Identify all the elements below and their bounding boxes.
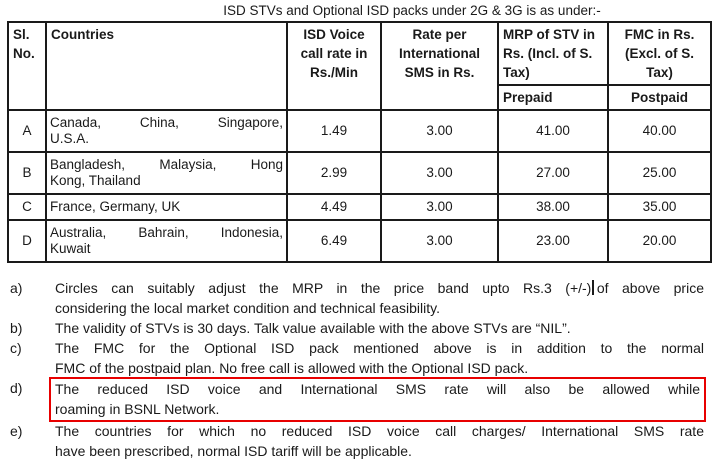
note-line: All other terms and conditions will rema… xyxy=(55,461,704,465)
country-line: France, Germany, UK xyxy=(50,199,181,214)
note-item-c: c) The FMC for the Optional ISD pack men… xyxy=(10,338,704,378)
country-line: Kong, Thailand xyxy=(50,173,141,188)
note-line: The reduced ISD voice and International … xyxy=(55,381,700,397)
cell-sms-rate: 3.00 xyxy=(380,193,499,221)
table-header-row: Sl. No. Countries ISD Voice call rate in… xyxy=(7,21,712,111)
note-text: The FMC for the Optional ISD pack mentio… xyxy=(55,338,704,378)
col-header-mrp: MRP of STV in Rs. (Incl. of S. Tax) xyxy=(497,21,609,86)
cell-mrp-prepaid: 27.00 xyxy=(497,151,609,195)
note-line: have been prescribed, normal ISD tariff … xyxy=(55,443,412,459)
cell-fmc-postpaid: 35.00 xyxy=(607,193,712,221)
note-label: b) xyxy=(10,320,23,336)
col-header-sl-no: Sl. No. xyxy=(7,21,47,111)
cell-fmc-postpaid: 25.00 xyxy=(607,151,712,195)
table-row-c: C France, Germany, UK 4.49 3.00 38.00 35… xyxy=(7,193,712,221)
note-line-segment: Circles can suitably adjust the MRP in t… xyxy=(55,280,592,296)
country-line: Kuwait xyxy=(50,241,91,256)
note-line: FMC of the postpaid plan. No free call i… xyxy=(55,360,529,376)
col-header-fmc: FMC in Rs. (Excl. of S. Tax) xyxy=(607,21,712,86)
note-line: The FMC for the Optional ISD pack mentio… xyxy=(55,340,704,356)
cell-sl-no: B xyxy=(7,151,47,195)
cell-sms-rate: 3.00 xyxy=(380,109,499,153)
text-cursor xyxy=(592,280,594,295)
note-item-e: e) The countries for which no reduced IS… xyxy=(10,421,704,461)
table-subheader-row: Prepaid Postpaid xyxy=(8,84,712,111)
document-title: ISD STVs and Optional ISD packs under 2G… xyxy=(223,3,601,18)
country-line: Canada, China, Singapore, xyxy=(50,115,283,130)
note-line: The countries for which no reduced ISD v… xyxy=(55,423,704,439)
cell-countries: Australia, Bahrain, Indonesia, Kuwait xyxy=(45,219,288,263)
note-label: c) xyxy=(10,340,22,356)
cell-fmc-postpaid: 40.00 xyxy=(607,109,712,153)
cell-mrp-prepaid: 23.00 xyxy=(497,219,609,263)
table-row-a: A Canada, China, Singapore, U.S.A. 1.49 … xyxy=(7,109,712,153)
col-header-voice-rate: ISD Voice call rate in Rs./Min xyxy=(286,21,382,111)
cell-voice-rate: 6.49 xyxy=(286,219,382,263)
col-header-sms-rate: Rate per International SMS in Rs. xyxy=(380,21,499,111)
note-line: The validity of STVs is 30 days. Talk va… xyxy=(55,320,571,336)
cell-countries: Canada, China, Singapore, U.S.A. xyxy=(45,109,288,153)
note-item-f: f) All other terms and conditions will r… xyxy=(10,461,704,465)
table-row-d: D Australia, Bahrain, Indonesia, Kuwait … xyxy=(7,219,712,263)
cell-fmc-postpaid: 20.00 xyxy=(607,219,712,263)
note-text: The validity of STVs is 30 days. Talk va… xyxy=(55,318,704,338)
note-label: e) xyxy=(10,423,23,439)
note-text: All other terms and conditions will rema… xyxy=(55,461,704,465)
country-line: U.S.A. xyxy=(50,131,90,146)
note-line-segment: of above price xyxy=(596,280,704,296)
cell-voice-rate: 1.49 xyxy=(286,109,382,153)
note-line: roaming in BSNL Network. xyxy=(55,401,220,417)
note-label: f) xyxy=(10,461,55,465)
cell-sms-rate: 3.00 xyxy=(380,151,499,195)
cell-sl-no: D xyxy=(7,219,47,263)
country-line: Australia, Bahrain, Indonesia, xyxy=(50,225,283,240)
country-line: Bangladesh, Malaysia, Hong xyxy=(50,157,283,172)
cell-sl-no: A xyxy=(7,109,47,153)
cell-sms-rate: 3.00 xyxy=(380,219,499,263)
cell-voice-rate: 2.99 xyxy=(286,151,382,195)
note-text: The countries for which no reduced ISD v… xyxy=(55,421,704,461)
cell-mrp-prepaid: 38.00 xyxy=(497,193,609,221)
cell-sl-no: C xyxy=(7,193,47,221)
col-subheader-postpaid: Postpaid xyxy=(607,84,712,111)
note-item-d: d) The reduced ISD voice and Internation… xyxy=(10,377,706,422)
col-header-countries: Countries xyxy=(45,21,288,111)
note-label: a) xyxy=(10,280,23,296)
table-row-b: B Bangladesh, Malaysia, Hong Kong, Thail… xyxy=(7,151,712,195)
note-line: considering the local market condition a… xyxy=(55,300,440,316)
cell-countries: Bangladesh, Malaysia, Hong Kong, Thailan… xyxy=(45,151,288,195)
note-label: d) xyxy=(10,380,23,396)
note-item-b: b) The validity of STVs is 30 days. Talk… xyxy=(10,318,704,338)
cell-countries: France, Germany, UK xyxy=(45,193,288,221)
note-text: Circles can suitably adjust the MRP in t… xyxy=(55,278,704,318)
cell-mrp-prepaid: 41.00 xyxy=(497,109,609,153)
note-line: Circles can suitably adjust the MRP in t… xyxy=(55,278,704,298)
tariff-table: Sl. No. Countries ISD Voice call rate in… xyxy=(7,21,712,263)
highlight-box: The reduced ISD voice and International … xyxy=(49,377,706,422)
cell-voice-rate: 4.49 xyxy=(286,193,382,221)
col-subheader-prepaid: Prepaid xyxy=(497,84,609,111)
notes-list: a) Circles can suitably adjust the MRP i… xyxy=(10,278,706,465)
note-item-a: a) Circles can suitably adjust the MRP i… xyxy=(10,278,704,318)
